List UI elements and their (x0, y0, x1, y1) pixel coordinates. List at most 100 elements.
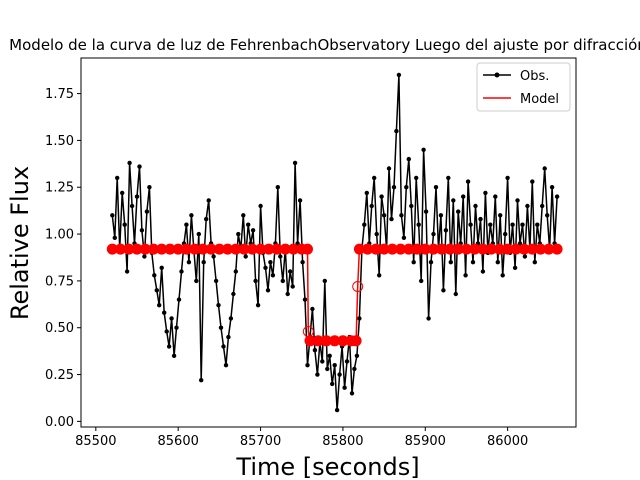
obs-data-point (369, 203, 374, 209)
obs-data-point (419, 278, 424, 284)
obs-data-point (389, 216, 394, 222)
obs-data-point (154, 288, 159, 293)
obs-data-point (414, 175, 419, 181)
obs-data-point (115, 175, 120, 181)
obs-data-point (394, 128, 399, 134)
obs-data-point (164, 329, 169, 334)
obs-data-point (364, 190, 369, 196)
obs-data-point (540, 203, 545, 209)
obs-data-point (535, 222, 540, 227)
obs-data-point (483, 190, 488, 196)
x-tick-label: 86000 (487, 434, 528, 449)
obs-data-point (110, 213, 115, 218)
obs-data-point (530, 179, 535, 184)
obs-data-point (297, 198, 303, 203)
obs-data-point (184, 222, 189, 227)
obs-data-point (144, 209, 150, 214)
obs-data-point (532, 260, 537, 265)
obs-data-point (285, 291, 290, 297)
legend: Obs. Model (476, 62, 571, 112)
obs-data-point (515, 198, 520, 203)
obs-data-point (330, 381, 335, 387)
obs-data-point (520, 222, 525, 227)
obs-data-point (493, 194, 498, 199)
obs-data-point (292, 160, 298, 166)
obs-data-point (374, 231, 379, 237)
obs-data-point (166, 344, 172, 349)
obs-data-point (223, 363, 229, 368)
obs-data-point (503, 231, 508, 237)
series-layer (106, 72, 563, 413)
obs-data-point (186, 260, 192, 265)
obs-data-point (396, 72, 402, 78)
obs-data-point (169, 316, 174, 321)
y-tick-label: 1.50 (45, 134, 74, 149)
obs-data-point (288, 269, 293, 274)
obs-data-point (453, 291, 458, 297)
obs-data-point (231, 291, 236, 297)
obs-data-point (199, 378, 204, 383)
obs-data-point (142, 254, 147, 259)
x-axis-label: Time [seconds] (235, 453, 419, 480)
obs-data-point (179, 269, 184, 274)
y-tick-label: 0.75 (45, 274, 74, 289)
obs-data-point (478, 216, 483, 222)
y-tick-label: 1.00 (45, 228, 74, 243)
y-tick-label: 0.25 (45, 368, 74, 383)
obs-data-point (243, 254, 248, 259)
obs-data-point (315, 372, 320, 377)
obs-data-point (542, 166, 547, 171)
obs-data-point (216, 303, 221, 308)
x-tick-label: 85800 (322, 434, 363, 449)
obs-data-point (510, 222, 515, 227)
obs-data-point (157, 303, 162, 308)
obs-data-point (451, 198, 456, 203)
obs-data-point (226, 334, 231, 340)
obs-data-point (305, 363, 310, 368)
obs-data-point (522, 254, 528, 259)
obs-data-point (201, 260, 206, 265)
obs-data-point (152, 273, 157, 278)
obs-data-point (349, 391, 355, 396)
obs-data-point (500, 273, 505, 278)
x-tick-label: 85500 (75, 434, 116, 449)
obs-data-point (270, 273, 276, 278)
obs-data-point (139, 228, 145, 233)
obs-data-point (446, 175, 451, 181)
obs-data-point (470, 260, 476, 265)
obs-data-point (332, 363, 337, 368)
obs-data-point (236, 231, 241, 237)
obs-data-point (512, 265, 518, 270)
obs-data-point (159, 265, 164, 270)
obs-data-point (122, 222, 127, 227)
obs-data-point (206, 198, 211, 203)
obs-data-point (233, 269, 238, 274)
obs-data-point (278, 254, 283, 259)
obs-data-point (213, 278, 219, 284)
model-data-point (350, 335, 362, 347)
plot-frame (80, 57, 577, 428)
obs-data-point (268, 260, 273, 265)
obs-data-point (354, 353, 360, 358)
obs-data-point (465, 179, 471, 184)
obs-data-point (127, 160, 132, 166)
obs-data-point (344, 359, 350, 364)
obs-data-point (431, 231, 436, 237)
obs-data-point (386, 166, 392, 171)
obs-data-point (280, 278, 285, 284)
obs-data-point (409, 203, 414, 209)
obs-data-point (404, 185, 409, 190)
obs-data-point (334, 407, 340, 413)
obs-data-point (463, 273, 468, 278)
obs-data-point (290, 284, 295, 289)
y-tick-label: 1.25 (45, 181, 74, 196)
obs-data-point (337, 372, 342, 377)
obs-data-point (406, 156, 411, 162)
obs-data-point (174, 325, 179, 330)
obs-data-point (342, 385, 347, 390)
obs-data-point (325, 366, 330, 372)
obs-data-point (327, 353, 332, 358)
obs-data-point (189, 213, 194, 218)
obs-data-point (241, 213, 246, 218)
